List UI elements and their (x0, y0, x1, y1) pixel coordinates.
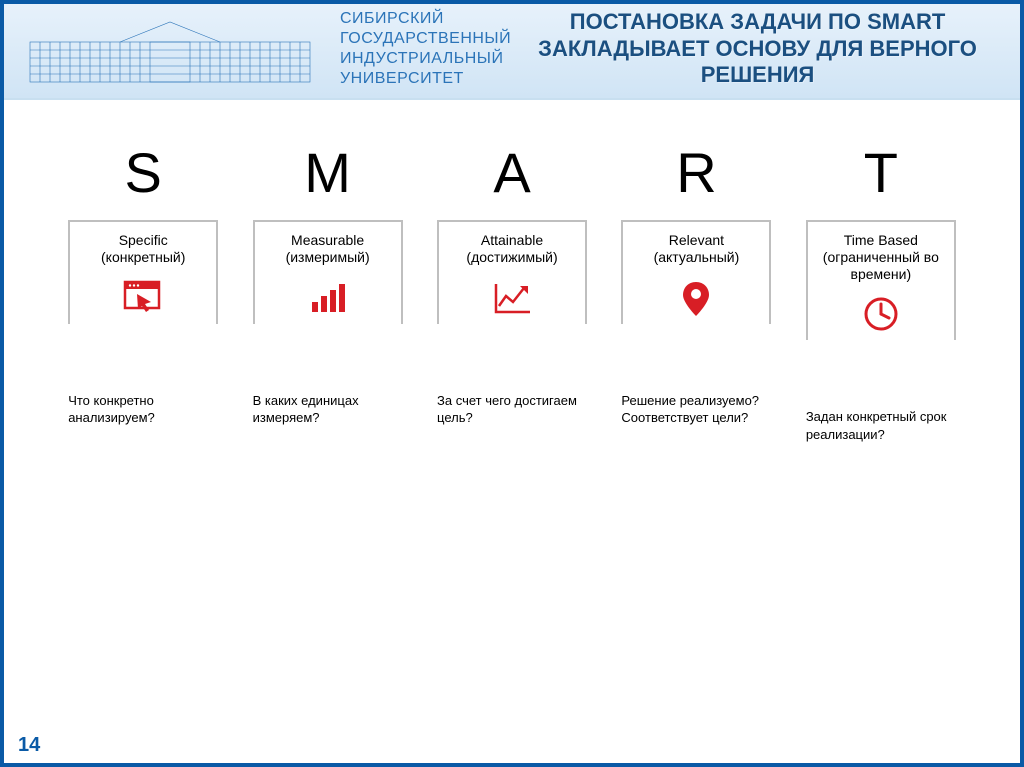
letter-s: S (125, 140, 162, 205)
letter-m: M (304, 140, 351, 205)
page-number: 14 (18, 734, 40, 757)
map-pin-icon (674, 278, 718, 318)
bar-chart-icon (306, 278, 350, 318)
label-en-a: Attainable (481, 232, 543, 249)
question-t: Задан конкретный срок реализации? (806, 408, 956, 443)
label-ru-m: (измеримый) (286, 249, 370, 266)
smart-col-m: M Measurable (измеримый) (244, 140, 410, 443)
university-name: СИБИРСКИЙ ГОСУДАРСТВЕННЫЙ ИНДУСТРИАЛЬНЫЙ… (340, 9, 511, 89)
shield-m: Measurable (измеримый) (253, 220, 403, 364)
label-ru-a: (достижимый) (466, 249, 557, 266)
letter-r: R (676, 140, 716, 205)
browser-cursor-icon (121, 278, 165, 318)
label-ru-t: (ограниченный во времени) (814, 249, 948, 283)
label-en-r: Relevant (669, 232, 724, 249)
content-area: S Specific (конкретный) Ч (0, 100, 1024, 767)
smart-col-a: A Attainable (достижимый) За счет чего д (429, 140, 595, 443)
question-a: За счет чего достигаем цель? (437, 392, 587, 427)
header: СИБИРСКИЙ ГОСУДАРСТВЕННЫЙ ИНДУСТРИАЛЬНЫЙ… (0, 0, 1024, 100)
label-ru-s: (конкретный) (101, 249, 185, 266)
shield-r: Relevant (актуальный) (621, 220, 771, 364)
shield-s: Specific (конкретный) (68, 220, 218, 364)
university-building-logo (20, 12, 320, 87)
label-en-s: Specific (119, 232, 168, 249)
question-s: Что конкретно анализируем? (68, 392, 218, 427)
label-en-t: Time Based (844, 232, 918, 249)
question-m: В каких единицах измеряем? (253, 392, 403, 427)
smart-col-s: S Specific (конкретный) Ч (60, 140, 226, 443)
trend-up-icon (490, 278, 534, 318)
letter-a: A (493, 140, 530, 205)
smart-col-r: R Relevant (актуальный) Решение реализуе… (613, 140, 779, 443)
shield-a: Attainable (достижимый) (437, 220, 587, 364)
letter-t: T (864, 140, 898, 205)
label-en-m: Measurable (291, 232, 364, 249)
smart-col-t: T Time Based (ограниченный во времени) З (798, 140, 964, 443)
question-r: Решение реализуемо? Соответствует цели? (621, 392, 771, 427)
slide-title: ПОСТАНОВКА ЗАДАЧИ ПО SMART ЗАКЛАДЫВАЕТ О… (511, 9, 1004, 88)
label-ru-r: (актуальный) (654, 249, 740, 266)
shield-t: Time Based (ограниченный во времени) (806, 220, 956, 380)
clock-icon (859, 294, 903, 334)
building-icon (20, 12, 320, 87)
smart-row: S Specific (конкретный) Ч (60, 140, 964, 443)
